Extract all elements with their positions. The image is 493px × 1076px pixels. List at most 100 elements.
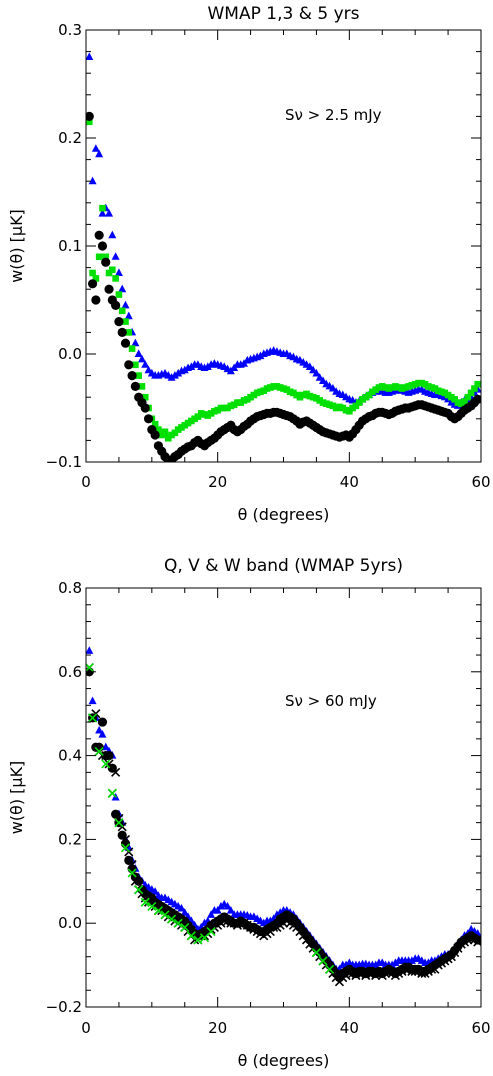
data-point — [91, 144, 100, 152]
y-axis-label: w(θ) [μK] — [7, 209, 26, 283]
data-point — [137, 354, 146, 363]
data-point — [391, 958, 400, 967]
series-circle-3 — [86, 667, 481, 983]
data-point — [461, 398, 468, 405]
data-point — [467, 389, 475, 397]
data-point — [127, 371, 137, 381]
x-axis-label: θ (degrees) — [238, 1051, 330, 1070]
data-point — [141, 360, 150, 368]
data-point — [128, 345, 136, 352]
data-point — [121, 300, 130, 309]
y-tick-label: 0.3 — [58, 21, 82, 39]
data-point — [160, 910, 170, 920]
data-point — [88, 696, 97, 705]
data-point — [88, 176, 97, 185]
data-point — [117, 830, 127, 840]
data-point — [86, 52, 94, 60]
data-point — [213, 906, 222, 914]
x-tick-label: 20 — [208, 473, 227, 491]
data-point — [318, 956, 328, 966]
data-point — [101, 257, 111, 267]
series-cross-4 — [86, 663, 335, 974]
data-point — [151, 887, 160, 895]
x-tick-label: 60 — [471, 1019, 490, 1037]
data-point — [86, 118, 93, 126]
data-point — [97, 241, 108, 251]
data-point — [94, 746, 104, 756]
data-point — [86, 663, 94, 673]
y-tick-label: 0.8 — [58, 579, 82, 597]
data-point — [207, 910, 216, 918]
series-cross-2 — [86, 663, 481, 987]
data-point — [206, 927, 216, 937]
data-point — [98, 209, 107, 217]
data-point — [94, 230, 104, 240]
y-tick-label: 0.6 — [58, 663, 82, 681]
y-tick-label: 0.0 — [58, 345, 82, 363]
data-point — [125, 329, 133, 336]
data-point — [141, 393, 149, 401]
flux-cut-annotation: Sν > 2.5 mJy — [285, 106, 382, 124]
data-point — [107, 788, 117, 798]
data-point — [223, 901, 232, 910]
data-point — [127, 868, 137, 878]
y-tick-label: 0.0 — [58, 914, 82, 932]
data-point — [187, 362, 196, 370]
series-triangle-1 — [86, 52, 481, 409]
data-point — [114, 268, 123, 276]
data-point — [92, 275, 100, 282]
data-point — [86, 646, 94, 654]
data-point — [147, 901, 157, 912]
x-tick-label: 60 — [471, 473, 490, 491]
data-point — [114, 317, 124, 327]
data-point — [124, 311, 133, 320]
data-point — [259, 918, 268, 927]
data-point — [114, 818, 124, 828]
data-point — [91, 295, 101, 305]
data-point — [120, 843, 131, 853]
data-point — [167, 914, 177, 924]
data-point — [101, 759, 111, 769]
data-point — [117, 327, 127, 337]
chart-title: WMAP 1,3 & 5 yrs — [208, 4, 360, 24]
data-point — [108, 230, 117, 239]
y-tick-label: 0.1 — [58, 237, 82, 255]
data-point — [95, 149, 104, 158]
data-point — [134, 885, 144, 895]
data-point — [97, 717, 108, 727]
y-tick-label: −0.2 — [46, 998, 82, 1016]
plot-area — [86, 646, 481, 987]
data-point — [131, 338, 140, 347]
data-point — [118, 307, 126, 315]
data-point — [180, 922, 190, 932]
data-point — [471, 385, 478, 392]
data-point — [180, 908, 189, 916]
data-point — [109, 266, 116, 274]
data-point — [98, 730, 107, 738]
data-point — [122, 318, 129, 325]
data-point — [101, 742, 110, 751]
data-point — [99, 204, 106, 212]
y-axis-label: w(θ) [μK] — [7, 761, 26, 835]
data-point — [226, 906, 235, 914]
data-point — [138, 383, 146, 390]
data-point — [104, 284, 114, 294]
data-point — [200, 918, 209, 927]
data-point — [89, 269, 96, 277]
data-point — [153, 906, 163, 916]
data-point — [155, 426, 162, 433]
data-point — [95, 253, 103, 261]
data-point — [130, 381, 140, 391]
data-point — [143, 414, 154, 424]
data-point — [203, 362, 212, 370]
data-point — [150, 430, 160, 440]
x-tick-label: 40 — [340, 1019, 359, 1037]
data-point — [371, 960, 380, 969]
data-point — [464, 393, 472, 401]
data-point — [120, 338, 131, 348]
data-point — [167, 373, 176, 381]
plot-area — [86, 52, 481, 462]
chart-panel-1: WMAP 1,3 & 5 yrs 0 20 40 60 −0.1 0.0 0.1 0.2 0.3 θ… — [7, 4, 491, 524]
data-point — [134, 876, 144, 886]
